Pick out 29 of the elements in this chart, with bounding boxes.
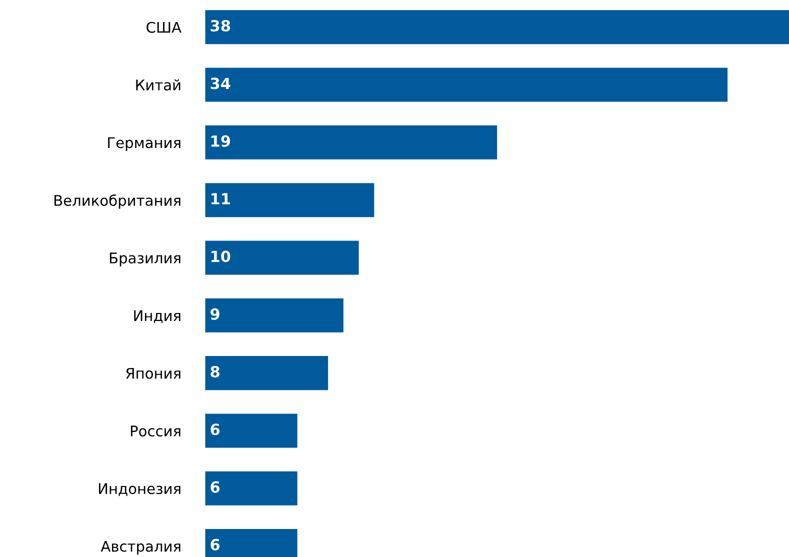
y-tick-label: Япония: [126, 368, 180, 379]
y-tick-label: Бразилия: [110, 252, 180, 266]
data-label: 6: [210, 424, 220, 436]
bar: [205, 356, 328, 390]
y-tick-label: Россия: [130, 426, 180, 436]
bar: [205, 68, 728, 102]
data-label: 38: [210, 20, 230, 32]
bar: [205, 240, 359, 275]
y-tick-label: Индия: [134, 310, 180, 323]
y-tick-label: Великобритания: [54, 194, 180, 209]
y-tick-label: Австралия: [100, 540, 180, 555]
bar: [205, 471, 298, 506]
bar: [205, 10, 789, 44]
y-tick-label: Индонезия: [99, 483, 180, 496]
data-label: 6: [210, 481, 220, 493]
y-tick-label: США: [146, 22, 182, 33]
y-tick-label: Германия: [108, 137, 180, 151]
bar: [205, 414, 298, 448]
y-tick-label: Китай: [136, 79, 180, 91]
data-label: 10: [211, 250, 230, 262]
data-label: 8: [210, 366, 220, 378]
bar: [205, 125, 498, 160]
bar: [205, 298, 344, 332]
data-label: 9: [210, 308, 220, 320]
bar: [205, 183, 374, 218]
data-label: 6: [210, 538, 220, 550]
data-label: 34: [210, 78, 230, 90]
data-label: 11: [211, 193, 230, 204]
data-label: 19: [211, 135, 230, 147]
